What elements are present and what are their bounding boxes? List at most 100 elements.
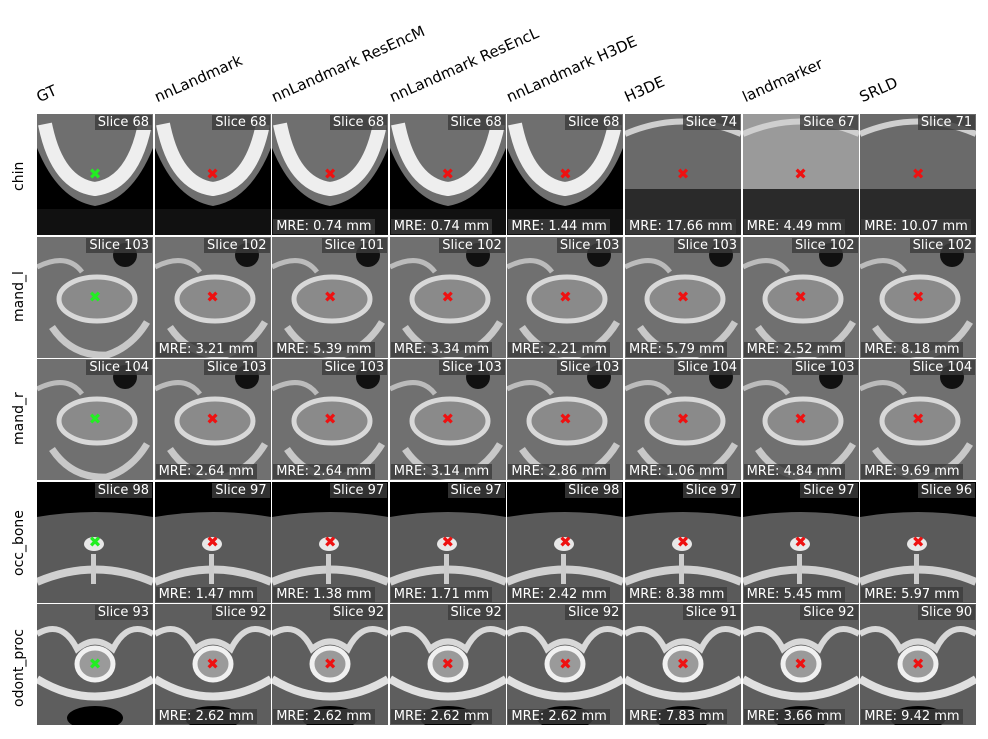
slice-tile: Slice 92 ✖ MRE: 2.62 mm xyxy=(389,604,506,726)
mre-label: MRE: 4.49 mm xyxy=(743,219,845,234)
slice-number-label: Slice 68 xyxy=(212,115,270,130)
slice-tile: Slice 103 ✖ MRE: 3.14 mm xyxy=(389,359,506,481)
ground-truth-marker-icon: ✖ xyxy=(88,287,102,306)
ct-slice-image xyxy=(860,114,977,235)
mre-label: MRE: 5.79 mm xyxy=(626,341,728,357)
ct-slice-image xyxy=(37,481,153,603)
slice-tile: Slice 102 ✖ MRE: 2.52 mm xyxy=(742,236,859,358)
slice-tile: Slice 101 ✖ MRE: 5.39 mm xyxy=(272,236,389,358)
column-header: SRLD xyxy=(856,73,901,106)
prediction-marker-icon: ✖ xyxy=(911,165,925,183)
ct-slice-image xyxy=(389,481,506,603)
mre-label: MRE: 2.21 mm xyxy=(508,341,610,357)
ground-truth-marker-icon: ✖ xyxy=(88,410,102,429)
slice-number-label: Slice 103 xyxy=(204,360,270,376)
slice-tile: Slice 103 ✖ MRE: 2.64 mm xyxy=(154,359,271,481)
prediction-marker-icon: ✖ xyxy=(323,165,337,183)
prediction-marker-icon: ✖ xyxy=(441,287,455,306)
slice-tile: Slice 93 ✖ xyxy=(37,604,153,726)
slice-tile: Slice 102 ✖ MRE: 3.21 mm xyxy=(154,236,271,358)
prediction-marker-icon: ✖ xyxy=(676,165,690,183)
prediction-marker-icon: ✖ xyxy=(559,532,572,551)
slice-number-label: Slice 92 xyxy=(212,605,270,621)
slice-number-label: Slice 92 xyxy=(447,605,505,621)
slice-number-label: Slice 102 xyxy=(792,237,858,253)
slice-tile: Slice 97 ✖ MRE: 1.38 mm xyxy=(272,481,389,603)
slice-number-label: Slice 91 xyxy=(682,605,740,621)
slice-number-label: Slice 92 xyxy=(800,605,858,621)
slice-number-label: Slice 104 xyxy=(86,360,152,376)
ct-slice-image xyxy=(37,604,153,726)
slice-tile: Slice 97 ✖ MRE: 8.38 mm xyxy=(625,481,741,603)
slice-number-label: Slice 90 xyxy=(917,605,976,621)
slice-tile: Slice 92 ✖ MRE: 2.62 mm xyxy=(272,604,389,726)
mre-label: MRE: 2.62 mm xyxy=(155,709,257,725)
slice-number-label: Slice 103 xyxy=(556,237,623,253)
slice-tile: Slice 103 ✖ MRE: 2.21 mm xyxy=(507,236,624,358)
slice-tile: Slice 74 ✖ MRE: 17.66 mm xyxy=(625,114,741,235)
row-label: mand_l xyxy=(11,271,27,323)
mre-label: MRE: 2.42 mm xyxy=(508,586,610,602)
prediction-marker-icon: ✖ xyxy=(559,655,572,674)
ground-truth-marker-icon: ✖ xyxy=(88,165,102,183)
ct-slice-image xyxy=(272,604,389,726)
mre-label: MRE: 2.62 mm xyxy=(508,709,610,725)
ct-slice-image xyxy=(154,114,271,235)
mre-label: MRE: 5.39 mm xyxy=(273,341,375,357)
slice-tile: Slice 98 ✖ MRE: 2.42 mm xyxy=(507,481,624,603)
slice-number-label: Slice 97 xyxy=(682,482,740,498)
mre-label: MRE: 1.47 mm xyxy=(155,586,257,602)
ct-slice-image xyxy=(389,236,506,358)
slice-number-label: Slice 97 xyxy=(212,482,270,498)
ct-slice-image xyxy=(625,481,741,603)
prediction-marker-icon: ✖ xyxy=(794,165,807,183)
prediction-marker-icon: ✖ xyxy=(794,287,807,306)
ct-slice-image xyxy=(272,481,389,603)
mre-label: MRE: 3.14 mm xyxy=(390,464,493,480)
ground-truth-marker-icon: ✖ xyxy=(88,655,102,674)
mre-label: MRE: 3.66 mm xyxy=(743,709,845,725)
ct-slice-image xyxy=(507,359,624,481)
mre-label: MRE: 2.62 mm xyxy=(273,709,375,725)
mre-label: MRE: 5.97 mm xyxy=(861,586,963,602)
prediction-marker-icon: ✖ xyxy=(794,532,807,551)
mre-label: MRE: 2.64 mm xyxy=(155,464,257,480)
slice-tile: Slice 67 ✖ MRE: 4.49 mm xyxy=(742,114,859,235)
prediction-marker-icon: ✖ xyxy=(911,532,925,551)
mre-label: MRE: 1.06 mm xyxy=(626,464,728,480)
ct-slice-image xyxy=(742,359,859,481)
prediction-marker-icon: ✖ xyxy=(676,532,690,551)
slice-tile: Slice 103 ✖ xyxy=(37,236,153,358)
ct-slice-image xyxy=(389,114,506,235)
slice-tile: Slice 103 ✖ MRE: 4.84 mm xyxy=(742,359,859,481)
mre-label: MRE: 1.71 mm xyxy=(390,586,493,602)
mre-label: MRE: 3.34 mm xyxy=(390,341,493,357)
column-header: GT xyxy=(33,81,60,106)
slice-tile: Slice 91 ✖ MRE: 7.83 mm xyxy=(625,604,741,726)
slice-tile: Slice 68 ✖ MRE: 0.74 mm xyxy=(389,114,506,235)
slice-tile: Slice 68 ✖ MRE: 0.74 mm xyxy=(272,114,389,235)
mre-label: MRE: 0.74 mm xyxy=(390,219,493,234)
ct-slice-image xyxy=(37,359,153,481)
slice-number-label: Slice 93 xyxy=(94,605,152,621)
slice-number-label: Slice 102 xyxy=(439,237,505,253)
prediction-marker-icon: ✖ xyxy=(559,410,572,429)
mre-label: MRE: 8.18 mm xyxy=(861,341,963,357)
ground-truth-marker-icon: ✖ xyxy=(88,532,102,551)
slice-tile: Slice 102 ✖ MRE: 3.34 mm xyxy=(389,236,506,358)
mre-label: MRE: 17.66 mm xyxy=(626,219,736,234)
slice-number-label: Slice 103 xyxy=(86,237,152,253)
mre-label: MRE: 9.69 mm xyxy=(861,464,963,480)
slice-number-label: Slice 103 xyxy=(556,360,623,376)
ct-slice-image xyxy=(742,236,859,358)
slice-tile: Slice 103 ✖ MRE: 5.79 mm xyxy=(625,236,741,358)
slice-tile: Slice 104 ✖ MRE: 1.06 mm xyxy=(625,359,741,481)
row-label: chin xyxy=(11,161,27,192)
prediction-marker-icon: ✖ xyxy=(676,287,690,306)
ct-slice-image xyxy=(272,359,389,481)
ct-slice-image xyxy=(507,481,624,603)
slice-number-label: Slice 97 xyxy=(800,482,858,498)
column-header: H3DE xyxy=(621,72,668,106)
slice-number-label: Slice 71 xyxy=(917,115,976,130)
